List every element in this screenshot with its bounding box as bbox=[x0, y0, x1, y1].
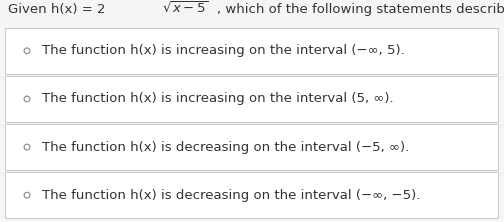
Circle shape bbox=[24, 192, 30, 198]
Text: $\sqrt{x-5}$: $\sqrt{x-5}$ bbox=[162, 1, 209, 16]
Text: Given h(x) = 2: Given h(x) = 2 bbox=[8, 3, 105, 16]
FancyBboxPatch shape bbox=[5, 28, 498, 74]
Text: The function h(x) is increasing on the interval (−∞, 5).: The function h(x) is increasing on the i… bbox=[42, 44, 405, 57]
FancyBboxPatch shape bbox=[5, 172, 498, 218]
Text: The function h(x) is decreasing on the interval (−∞, −5).: The function h(x) is decreasing on the i… bbox=[42, 189, 420, 202]
Text: , which of the following statements describes h(x)?: , which of the following statements desc… bbox=[218, 3, 504, 16]
Text: The function h(x) is decreasing on the interval (−5, ∞).: The function h(x) is decreasing on the i… bbox=[42, 141, 409, 154]
FancyBboxPatch shape bbox=[5, 76, 498, 122]
FancyBboxPatch shape bbox=[5, 124, 498, 170]
Circle shape bbox=[24, 48, 30, 54]
Circle shape bbox=[24, 96, 30, 102]
Text: The function h(x) is increasing on the interval (5, ∞).: The function h(x) is increasing on the i… bbox=[42, 92, 394, 105]
Circle shape bbox=[24, 144, 30, 150]
